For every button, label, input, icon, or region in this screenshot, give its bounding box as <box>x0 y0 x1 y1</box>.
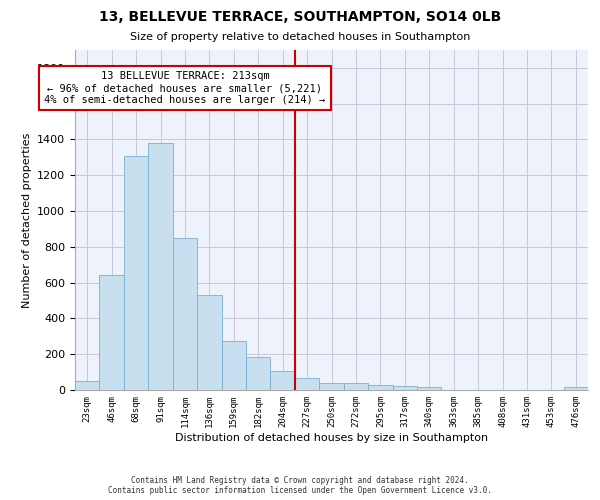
Bar <box>344 383 368 390</box>
Bar <box>173 238 197 390</box>
Bar <box>148 143 173 390</box>
Bar <box>563 388 588 390</box>
Text: Contains HM Land Registry data © Crown copyright and database right 2024.
Contai: Contains HM Land Registry data © Crown c… <box>108 476 492 495</box>
Bar <box>75 381 100 390</box>
Bar <box>246 357 271 390</box>
Text: Size of property relative to detached houses in Southampton: Size of property relative to detached ho… <box>130 32 470 42</box>
Bar <box>392 386 417 390</box>
Bar <box>221 341 246 390</box>
X-axis label: Distribution of detached houses by size in Southampton: Distribution of detached houses by size … <box>175 432 488 442</box>
Bar <box>197 295 221 390</box>
Text: 13, BELLEVUE TERRACE, SOUTHAMPTON, SO14 0LB: 13, BELLEVUE TERRACE, SOUTHAMPTON, SO14 … <box>99 10 501 24</box>
Bar <box>271 371 295 390</box>
Bar <box>417 388 442 390</box>
Bar <box>319 383 344 390</box>
Bar <box>124 156 148 390</box>
Bar <box>295 378 319 390</box>
Text: 13 BELLEVUE TERRACE: 213sqm
← 96% of detached houses are smaller (5,221)
4% of s: 13 BELLEVUE TERRACE: 213sqm ← 96% of det… <box>44 72 326 104</box>
Bar <box>100 276 124 390</box>
Y-axis label: Number of detached properties: Number of detached properties <box>22 132 32 308</box>
Bar <box>368 384 392 390</box>
